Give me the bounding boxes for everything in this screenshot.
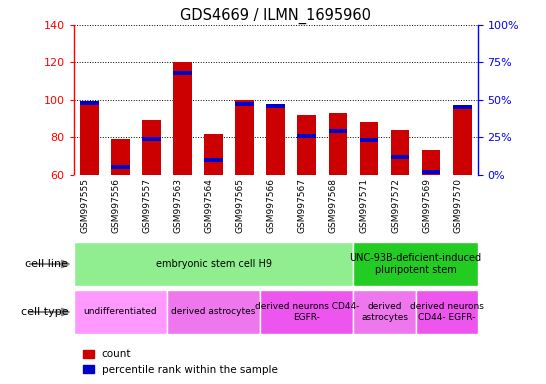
Bar [391, 155, 410, 159]
Text: UNC-93B-deficient-induced
pluripotent stem: UNC-93B-deficient-induced pluripotent st… [349, 253, 482, 275]
Bar [173, 71, 192, 75]
Bar [391, 130, 410, 175]
Bar [422, 151, 441, 175]
Text: GSM997567: GSM997567 [298, 178, 307, 233]
Text: GSM997570: GSM997570 [453, 178, 462, 233]
Bar [453, 109, 472, 175]
Bar [453, 106, 472, 109]
Bar [329, 129, 347, 133]
Text: GSM997563: GSM997563 [174, 178, 182, 233]
Bar [266, 104, 285, 108]
Bar [74, 290, 167, 334]
Bar [260, 290, 353, 334]
Bar [80, 104, 99, 175]
Bar [167, 290, 260, 334]
Bar [235, 100, 254, 175]
Bar [360, 122, 378, 175]
Text: GSM997566: GSM997566 [267, 178, 276, 233]
Bar [204, 134, 223, 175]
Text: cell line: cell line [25, 259, 68, 269]
Text: GSM997565: GSM997565 [236, 178, 245, 233]
Bar [353, 290, 416, 334]
Text: derived astrocytes: derived astrocytes [171, 308, 256, 316]
Bar [298, 134, 316, 137]
Bar [422, 170, 441, 174]
Text: GSM997557: GSM997557 [143, 178, 151, 233]
Bar [204, 158, 223, 162]
Text: undifferentiated: undifferentiated [84, 308, 157, 316]
Text: GSM997569: GSM997569 [422, 178, 431, 233]
Bar [142, 121, 161, 175]
Text: derived
astrocytes: derived astrocytes [361, 302, 408, 322]
Text: derived neurons CD44-
EGFR-: derived neurons CD44- EGFR- [254, 302, 359, 322]
Bar [298, 115, 316, 175]
Bar [416, 290, 478, 334]
Bar [173, 62, 192, 175]
Bar [111, 139, 129, 175]
Bar [74, 242, 353, 286]
Bar [353, 242, 478, 286]
Title: GDS4669 / ILMN_1695960: GDS4669 / ILMN_1695960 [180, 7, 371, 23]
Bar [329, 113, 347, 175]
Text: GSM997564: GSM997564 [205, 178, 213, 233]
Text: GSM997572: GSM997572 [391, 178, 400, 233]
Text: cell type: cell type [21, 307, 68, 317]
Bar [111, 166, 129, 169]
Text: GSM997556: GSM997556 [111, 178, 120, 233]
Bar [142, 137, 161, 141]
Bar [266, 104, 285, 175]
Bar [235, 103, 254, 106]
Text: GSM997555: GSM997555 [80, 178, 89, 233]
Bar [80, 101, 99, 105]
Text: derived neurons
CD44- EGFR-: derived neurons CD44- EGFR- [410, 302, 484, 322]
Text: GSM997571: GSM997571 [360, 178, 369, 233]
Text: embryonic stem cell H9: embryonic stem cell H9 [156, 259, 271, 269]
Text: GSM997568: GSM997568 [329, 178, 338, 233]
Legend: count, percentile rank within the sample: count, percentile rank within the sample [79, 345, 282, 379]
Bar [360, 138, 378, 142]
